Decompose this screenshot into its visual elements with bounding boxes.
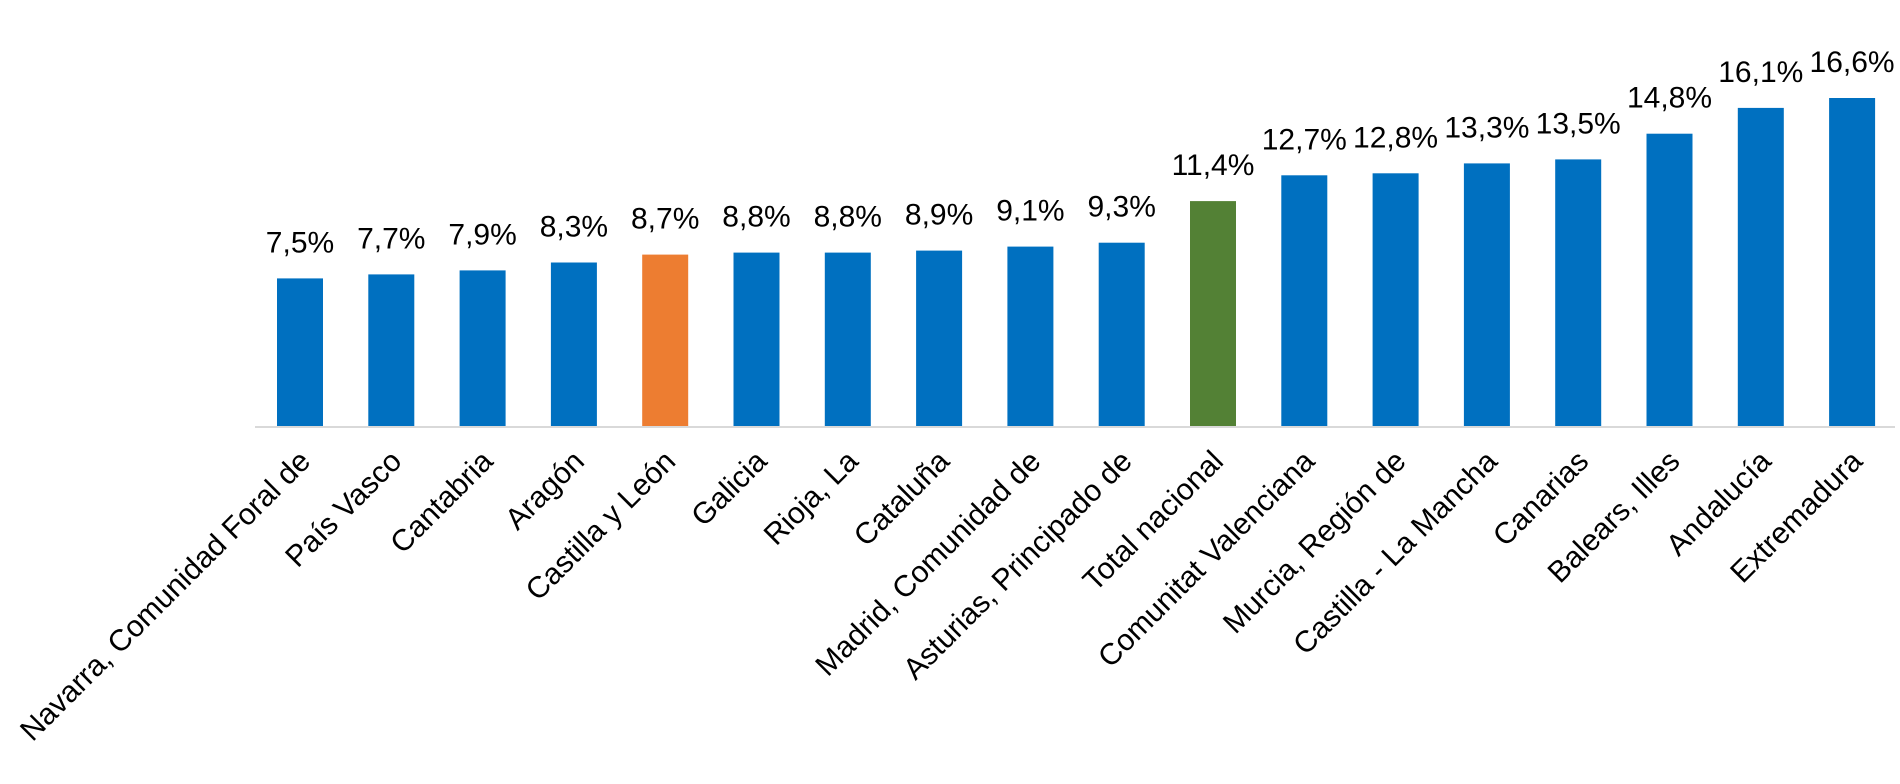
category-label-aragon: Aragón — [499, 445, 591, 537]
value-label-madrid-comunidad-de: 9,1% — [996, 195, 1064, 228]
value-label-galicia: 8,8% — [722, 201, 790, 234]
value-label-rioja-la: 8,8% — [814, 201, 882, 234]
value-label-andalucia: 16,1% — [1718, 56, 1803, 89]
value-label-canarias: 13,5% — [1536, 107, 1621, 140]
value-label-pais-vasco: 7,7% — [357, 222, 425, 255]
bar-aragon — [550, 262, 597, 427]
bar-castilla-y-leon — [642, 254, 689, 427]
value-label-total-nacional: 11,4% — [1172, 149, 1255, 182]
bar-pais-vasco — [368, 274, 415, 427]
value-label-comunitat-valenciana: 12,7% — [1262, 123, 1347, 156]
bar-madrid-comunidad-de — [1007, 246, 1054, 427]
bar-castilla-la-mancha — [1463, 163, 1510, 427]
value-label-cantabria: 7,9% — [448, 218, 516, 251]
bar-navarra-comunidad-foral-de — [277, 278, 323, 427]
value-label-navarra-comunidad-foral-de: 7,5% — [266, 226, 334, 259]
bars-layer — [277, 98, 1876, 428]
bar-murcia-region-de — [1372, 173, 1419, 427]
category-label-navarra-comunidad-foral-de: Navarra, Comunidad Foral de — [14, 445, 317, 748]
bar-balears-illes — [1646, 133, 1693, 427]
value-label-asturias-principado-de: 9,3% — [1088, 191, 1156, 224]
bar-andalucia — [1737, 107, 1784, 428]
value-label-extremadura: 16,6% — [1810, 46, 1895, 79]
value-label-castilla-la-mancha: 13,3% — [1444, 111, 1529, 144]
bar-canarias — [1555, 159, 1602, 427]
bar-galicia — [733, 252, 780, 427]
value-label-aragon: 8,3% — [540, 211, 608, 244]
bar-total-nacional — [1190, 201, 1236, 427]
bar-extremadura — [1829, 98, 1876, 427]
value-label-cataluna: 8,9% — [905, 199, 973, 232]
bar-cataluna — [916, 250, 963, 427]
value-labels-layer: 7,5% 7,7% 7,9% 8,3% 8,7% 8,8% 8,8% 8,9% 9,1% 9,3%… — [266, 46, 1895, 259]
bar-cantabria — [459, 270, 506, 427]
bar-comunitat-valenciana — [1281, 175, 1328, 427]
bar-rioja-la — [824, 252, 871, 427]
bar-asturias-principado-de — [1098, 242, 1145, 427]
category-label-galicia: Galicia — [685, 444, 773, 532]
value-label-murcia-region-de: 12,8% — [1353, 121, 1438, 154]
value-label-castilla-y-leon: 8,7% — [631, 203, 699, 236]
value-label-balears-illes: 14,8% — [1627, 82, 1712, 115]
category-label-rioja-la: Rioja, La — [758, 444, 865, 551]
